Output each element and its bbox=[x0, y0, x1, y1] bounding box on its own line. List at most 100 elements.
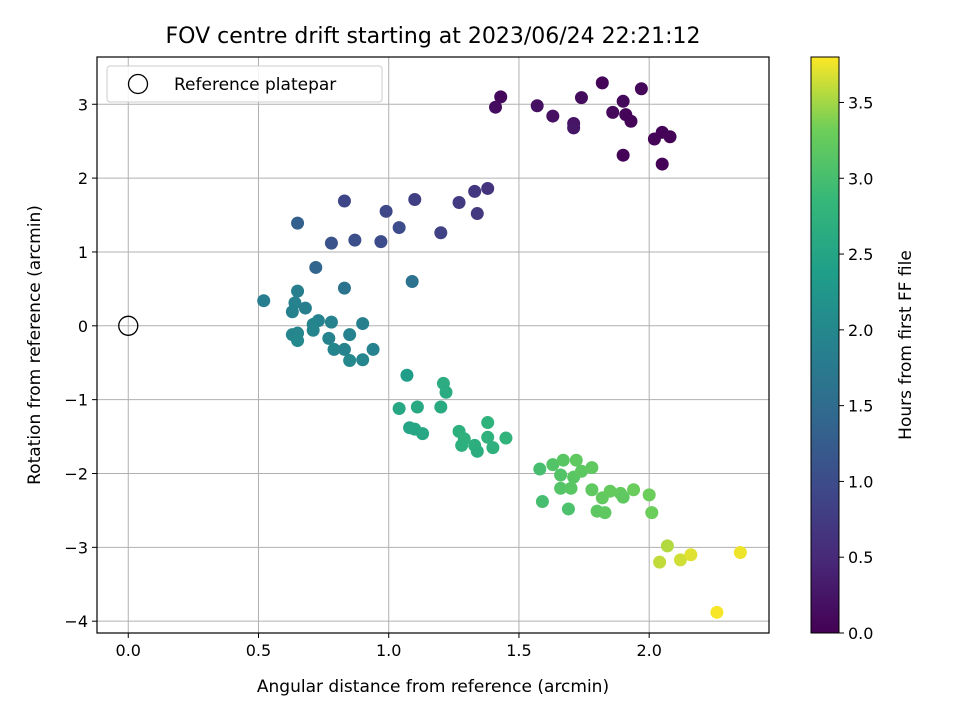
colorbar-tick-label: 1.5 bbox=[848, 397, 873, 416]
scatter-point bbox=[470, 207, 484, 221]
scatter-point bbox=[324, 236, 338, 250]
x-axis-ticks: 0.0 0.5 1.0 1.5 2.0 bbox=[116, 633, 662, 660]
legend-label-reference: Reference platepar bbox=[174, 75, 336, 95]
scatter-point bbox=[348, 233, 362, 247]
colorbar-ticks: 0.0 0.5 1.0 1.5 2.0 2.5 3.0 3.5 bbox=[839, 93, 873, 643]
scatter-point bbox=[561, 502, 575, 516]
scatter-point bbox=[434, 400, 448, 414]
x-tick-label: 1.5 bbox=[506, 641, 531, 660]
legend: Reference platepar bbox=[106, 65, 383, 103]
scatter-point bbox=[416, 427, 430, 441]
scatter-point bbox=[327, 342, 341, 356]
scatter-point bbox=[324, 315, 338, 329]
scatter-point bbox=[606, 105, 620, 119]
scatter-point bbox=[554, 481, 568, 495]
scatter-point bbox=[616, 94, 630, 108]
colorbar-tick-label: 3.5 bbox=[848, 93, 873, 112]
scatter-point bbox=[494, 90, 508, 104]
scatter-point bbox=[533, 462, 547, 476]
scatter-point bbox=[374, 235, 388, 249]
scatter-point bbox=[684, 548, 698, 562]
plot-frame bbox=[96, 56, 770, 634]
scatter-point bbox=[455, 438, 469, 452]
colorbar-tick-label: 2.5 bbox=[848, 245, 873, 264]
colorbar-tick-label: 2.0 bbox=[848, 321, 873, 340]
scatter-point bbox=[616, 490, 630, 504]
scatter-point bbox=[653, 555, 667, 569]
reference-marker-layer bbox=[118, 315, 139, 336]
scatter-point bbox=[291, 284, 305, 298]
scatter-point bbox=[546, 458, 560, 472]
scatter-point bbox=[356, 353, 370, 367]
y-axis-label: Rotation from reference (arcmin) bbox=[25, 205, 45, 485]
scatter-point bbox=[434, 226, 448, 240]
scatter-point bbox=[567, 121, 581, 135]
scatter-point bbox=[356, 317, 370, 331]
grid-lines bbox=[97, 57, 769, 633]
scatter-point bbox=[439, 385, 453, 399]
x-tick-label: 2.0 bbox=[636, 641, 661, 660]
x-tick-label: 0.5 bbox=[246, 641, 271, 660]
scatter-point bbox=[337, 342, 351, 356]
colorbar-tick-label: 1.0 bbox=[848, 472, 873, 491]
scatter-point bbox=[468, 184, 482, 198]
y-tick-label: 3 bbox=[78, 95, 88, 114]
scatter-point bbox=[470, 444, 484, 458]
scatter-point bbox=[489, 100, 503, 114]
scatter-point bbox=[535, 495, 549, 509]
scatter-point bbox=[379, 204, 393, 218]
y-tick-label: −1 bbox=[64, 391, 88, 410]
colorbar-label: Hours from first FF file bbox=[896, 250, 916, 440]
colorbar-tick-label: 3.0 bbox=[848, 169, 873, 188]
scatter-point bbox=[556, 453, 570, 467]
scatter-point bbox=[673, 553, 687, 567]
scatter-point bbox=[405, 274, 419, 288]
legend-marker-reference bbox=[127, 73, 149, 95]
scatter-point bbox=[585, 483, 599, 497]
colorbar-tick-label: 0.0 bbox=[848, 624, 873, 643]
scatter-point bbox=[481, 416, 495, 430]
scatter-point bbox=[733, 546, 747, 560]
scatter-point bbox=[337, 281, 351, 295]
scatter-point bbox=[291, 216, 305, 230]
y-tick-label: −2 bbox=[64, 464, 88, 483]
scatter-point bbox=[634, 82, 648, 96]
scatter-point bbox=[408, 193, 422, 207]
scatter-point bbox=[306, 323, 320, 337]
scatter-point bbox=[530, 99, 544, 113]
scatter-point bbox=[585, 461, 599, 475]
scatter-point bbox=[574, 91, 588, 105]
scatter-point bbox=[257, 294, 271, 308]
scatter-point bbox=[627, 483, 641, 497]
y-tick-label: 2 bbox=[78, 169, 88, 188]
y-tick-label: 0 bbox=[78, 317, 88, 336]
scatter-point bbox=[616, 148, 630, 162]
scatter-point bbox=[595, 76, 609, 90]
scatter-point bbox=[660, 539, 674, 553]
scatter-point bbox=[452, 195, 466, 209]
scatter-point bbox=[554, 468, 568, 482]
scatter-point bbox=[481, 181, 495, 195]
scatter-point bbox=[298, 301, 312, 315]
scatter-point bbox=[343, 354, 357, 368]
scatter-point bbox=[663, 130, 677, 144]
scatter-point bbox=[569, 453, 583, 467]
y-tick-label: −3 bbox=[64, 538, 88, 557]
scatter-point bbox=[486, 441, 500, 455]
scatter-point bbox=[499, 431, 513, 445]
scatter-point bbox=[343, 328, 357, 342]
scatter-point bbox=[285, 305, 299, 319]
scatter-point bbox=[392, 402, 406, 416]
colorbar-gradient bbox=[810, 56, 840, 634]
y-tick-label: 1 bbox=[78, 243, 88, 262]
colorbar-tick-label: 0.5 bbox=[848, 548, 873, 567]
scatter-point bbox=[574, 464, 588, 478]
scatter-point bbox=[598, 506, 612, 520]
scatter-point bbox=[337, 194, 351, 208]
colorbar: 0.0 0.5 1.0 1.5 2.0 2.5 3.0 3.5 Hours from firs… bbox=[810, 56, 916, 643]
y-axis-ticks: −4 −3 −2 −1 0 1 2 3 bbox=[64, 95, 97, 631]
y-tick-label: −4 bbox=[64, 612, 88, 631]
scatter-point bbox=[481, 430, 495, 444]
x-tick-label: 0.0 bbox=[116, 641, 141, 660]
